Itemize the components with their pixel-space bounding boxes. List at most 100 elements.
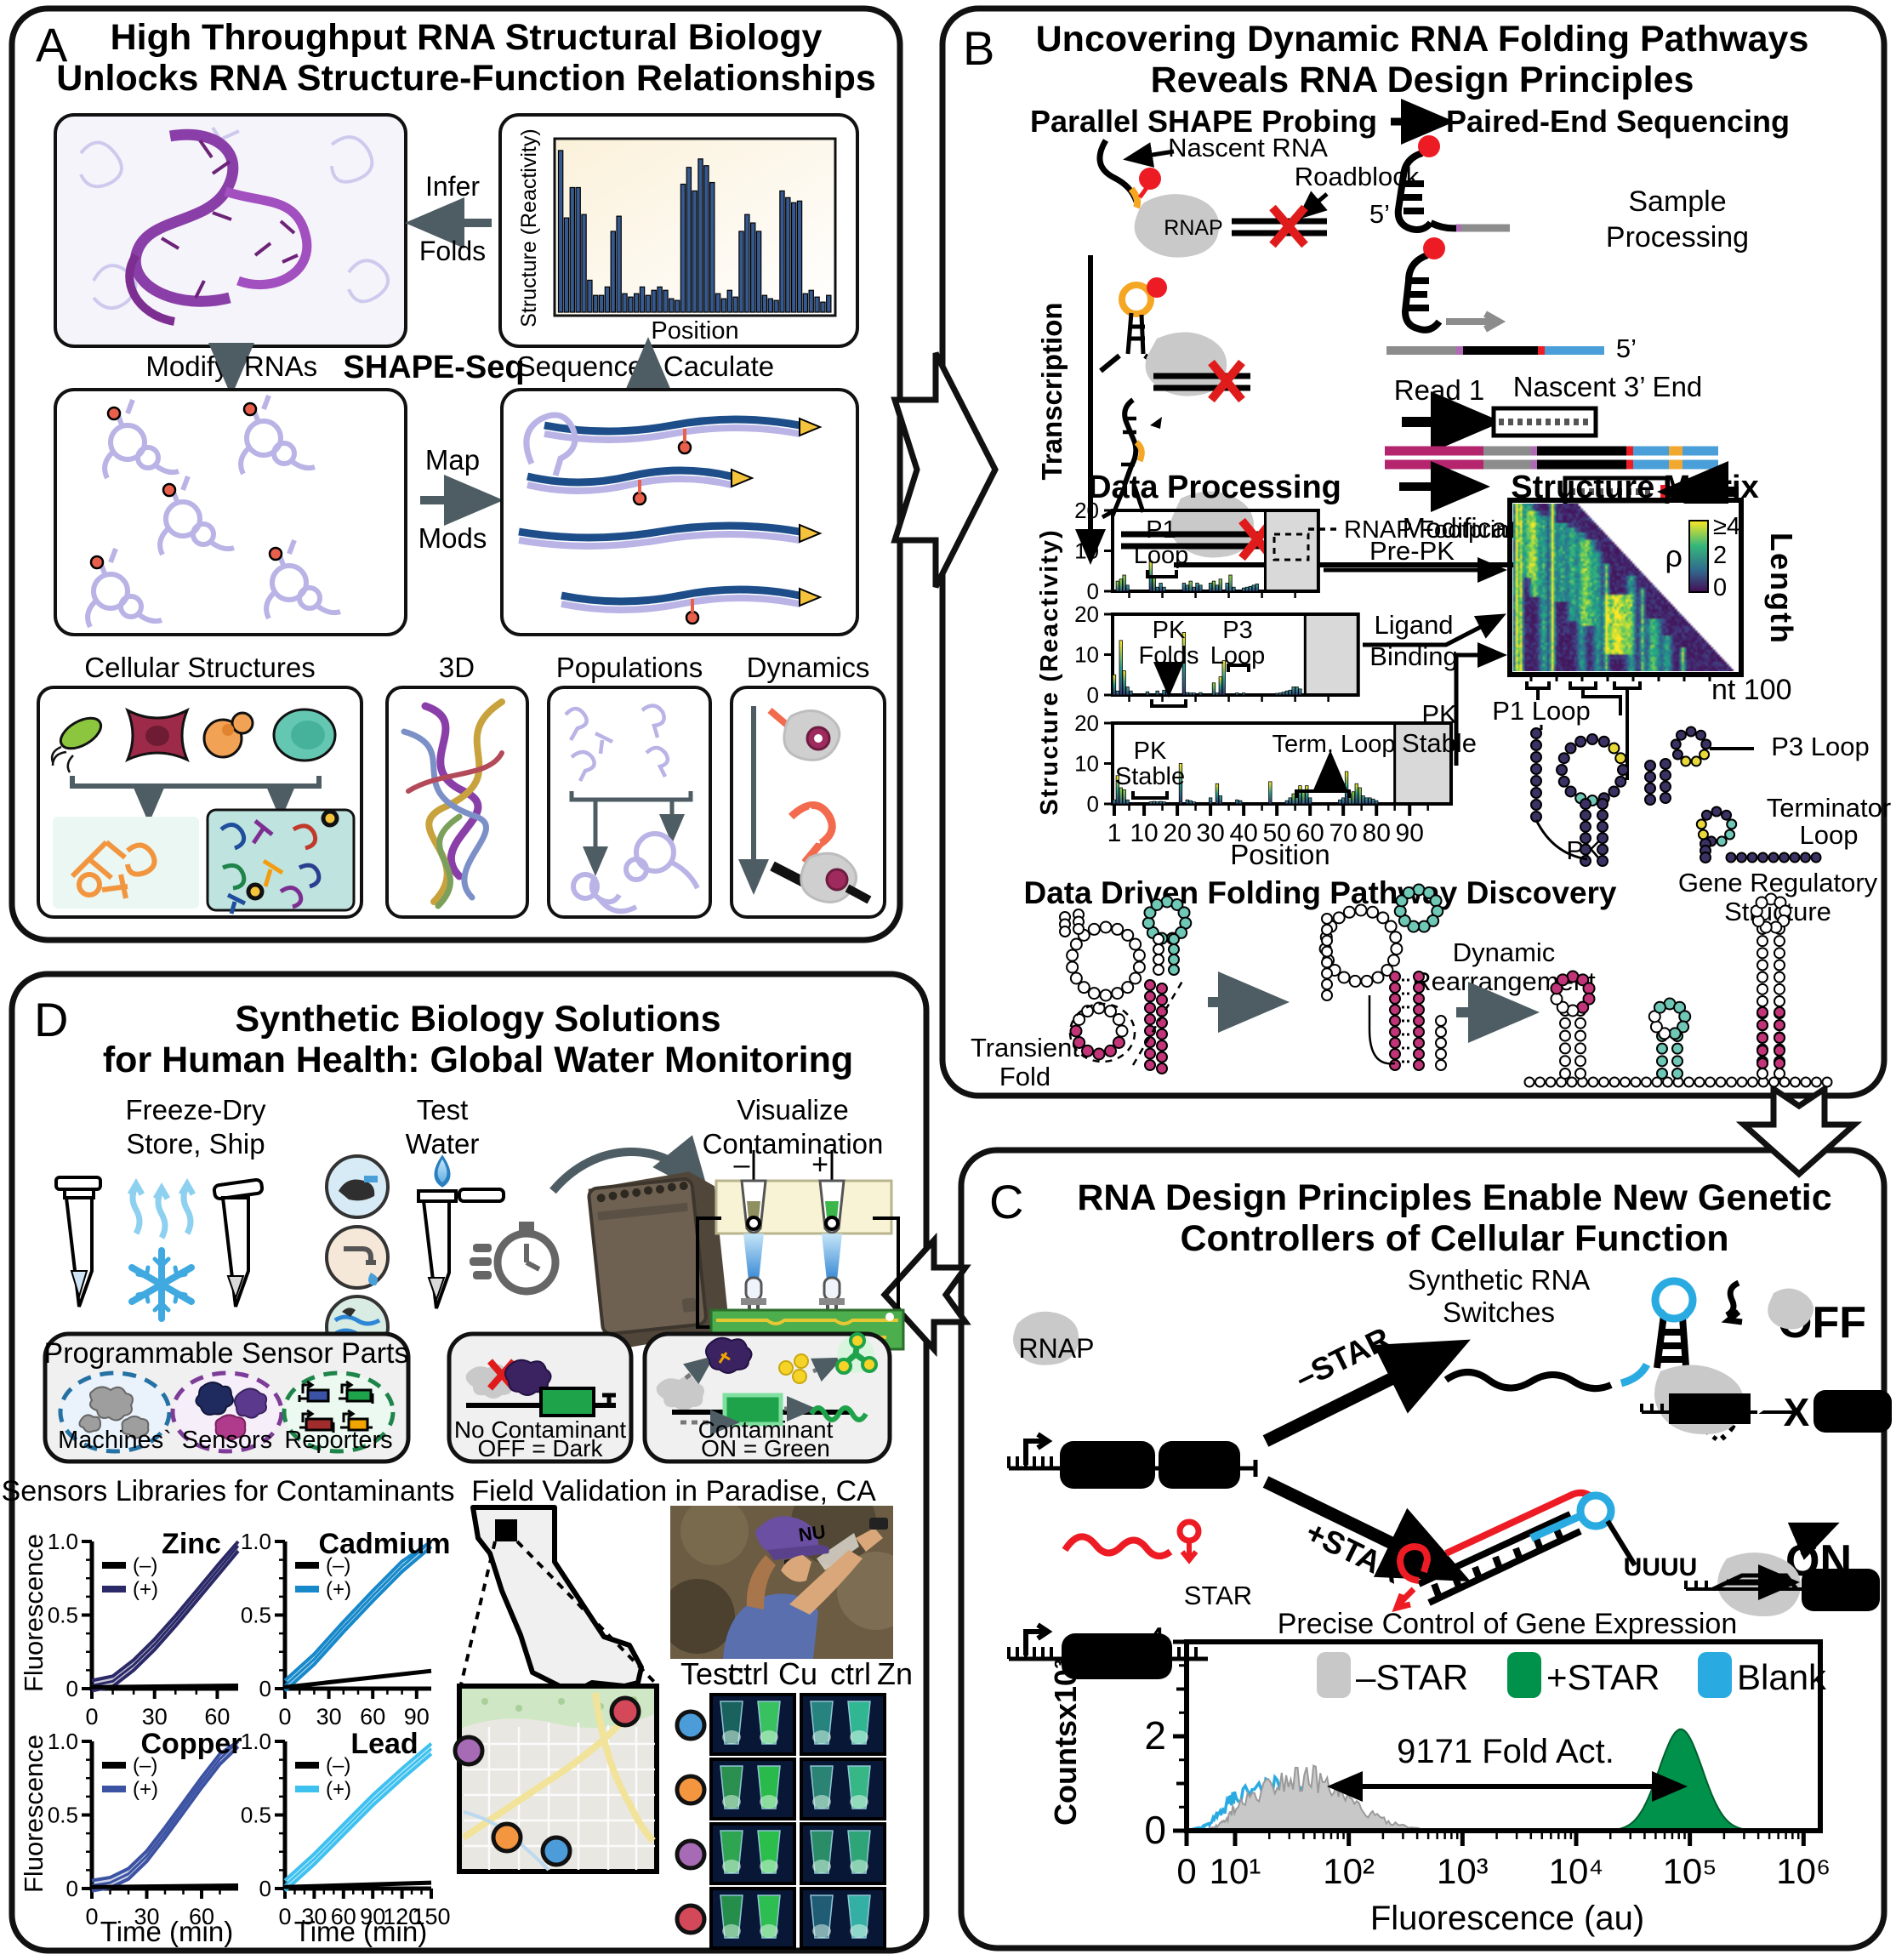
panel-b-title-line2: Reveals RNA Design Principles [1151,60,1694,100]
panel-d-title-line1: Synthetic Biology Solutions [236,999,721,1040]
visualize-line1: Visualize [737,1094,848,1125]
svg-text:0: 0 [66,1876,78,1901]
timer-icon [470,1222,560,1296]
rho-label: ρ [1665,538,1682,573]
svg-text:(–): (–) [326,1554,350,1577]
flow-title: Precise Control of Gene Expression [1278,1608,1737,1640]
terminator-line1: Terminator [1767,793,1891,823]
svg-text:0: 0 [1087,791,1099,817]
fluorescence-ylabel-top: Fluorescence [19,1534,48,1692]
paradise-marker [495,1519,517,1541]
gene-regulatory-structure: P1 Loop P3 Loop Terminator Loop PK Gene … [1492,696,1891,926]
svg-text:40: 40 [1229,819,1257,847]
svg-text:(+): (+) [133,1578,158,1601]
svg-text:Cadmium: Cadmium [319,1528,451,1560]
threed-box [385,686,529,919]
panel-c-title-line2: Controllers of Cellular Function [1180,1218,1728,1259]
svg-text:120: 120 [383,1904,421,1929]
tube-row-marker [675,1709,707,1741]
dynamic-line1: Dynamic [1453,937,1556,967]
svg-text:30: 30 [1196,819,1224,847]
rna-orange [788,801,836,865]
sequence-label: Sequence [517,350,644,382]
svg-text:60: 60 [1295,819,1324,847]
svg-text:60: 60 [331,1904,356,1929]
svg-text:20: 20 [1163,819,1191,847]
to-imager-arrow [549,1135,710,1198]
svg-text:1.0: 1.0 [48,1729,78,1754]
mapped-mods-box [500,388,859,636]
uuuu-off: UUUU [1668,1395,1742,1423]
svg-text:30: 30 [301,1904,327,1929]
no-contaminant-box: No Contaminant OFF = Dark [447,1331,634,1464]
field-photo: NU [670,1506,893,1659]
transcription-cartoon: Nascent RNA Roadblock RNAP Transcription [1036,133,1420,565]
uuuu-on: UUUU [1624,1553,1698,1581]
legend-minus-star: –STAR [1356,1657,1468,1697]
svg-text:0: 0 [85,1704,98,1729]
ss-p3-label: P3 Loop [1771,732,1870,761]
star-box-text: STAR [1076,1638,1157,1672]
population-structures [571,831,700,914]
water-source-icons [325,1154,390,1359]
colorbar-mid: 2 [1713,542,1727,569]
cell-nucleus [145,726,169,746]
legend-swatch-plus-star [1507,1652,1541,1698]
header-3d: 3D [439,652,475,683]
modified-rnas-box [54,388,407,636]
ss-p1-label: P1 Loop [1492,696,1591,726]
svg-text:2: 2 [1144,1713,1166,1758]
rnap-label-c: RNAP [1019,1333,1095,1364]
pk-stable-arrow-line1: PK [1421,699,1457,729]
svg-text:80: 80 [1363,819,1391,847]
position-xlabel: Position [1230,839,1329,870]
off-branch: UUUU X Gene [1443,1277,1892,1441]
length-label: Length [1764,533,1799,645]
svg-text:(+): (+) [133,1778,158,1801]
nascent-3end-label: Nascent 3’ End [1513,371,1703,402]
svg-text:50: 50 [1262,819,1290,847]
svg-text:30: 30 [142,1704,168,1729]
legend-swatch-blank [1698,1652,1732,1698]
svg-text:20: 20 [1074,710,1099,736]
droplet-icon [434,1154,451,1188]
imager-device [587,1171,730,1348]
machine-blobs [78,1386,150,1439]
panel-a-label: A [36,18,68,71]
transcription-label: Transcription [1036,302,1068,480]
legend-blank: Blank [1737,1657,1827,1697]
sensors-label: Sensors [182,1427,272,1454]
arrow-a-to-b [891,351,999,589]
svg-text:10⁵: 10⁵ [1663,1851,1717,1891]
transient-line2: Fold [999,1062,1050,1091]
svg-text:10²: 10² [1323,1851,1375,1891]
folds-label: Folds [419,236,486,266]
target-box-text: Target [1062,1447,1156,1482]
field-heading: Field Validation in Paradise, CA [471,1475,876,1507]
sensor-parts-box: Programmable Sensor Parts Machines` Sens… [43,1331,411,1464]
pk-stable-arrow-line2: Stable [1402,728,1477,758]
vapor-arrows [127,1178,196,1239]
panel-b-label: B [963,21,994,75]
arrow-b-to-c [1735,1083,1863,1178]
svg-text:0: 0 [66,1676,78,1701]
contaminant-line1: Contaminant [698,1416,834,1443]
svg-text:(+): (+) [326,1778,351,1801]
freeze-line1: Freeze-Dry [125,1094,266,1125]
gene-on-text: Gene [1804,1574,1876,1606]
test-line1: Test [417,1094,469,1125]
no-contaminant-line1: No Contaminant [454,1416,627,1443]
contaminant-box: Contaminant ON = Green [642,1331,892,1464]
svg-text:0.5: 0.5 [241,1603,271,1628]
header-populations: Populations [556,652,703,683]
tube-icon-2 [212,1177,265,1308]
svg-text:0: 0 [278,1904,291,1929]
no-contaminant-line2: OFF = Dark [477,1435,603,1461]
shape-seq-label: SHAPE-Seq [343,350,524,385]
pk-stable-plot-line1: PK [1134,738,1167,765]
svg-text:0: 0 [1144,1808,1166,1852]
tube-icon-3 [417,1188,505,1309]
switches-line1: Synthetic RNA [1408,1264,1591,1296]
